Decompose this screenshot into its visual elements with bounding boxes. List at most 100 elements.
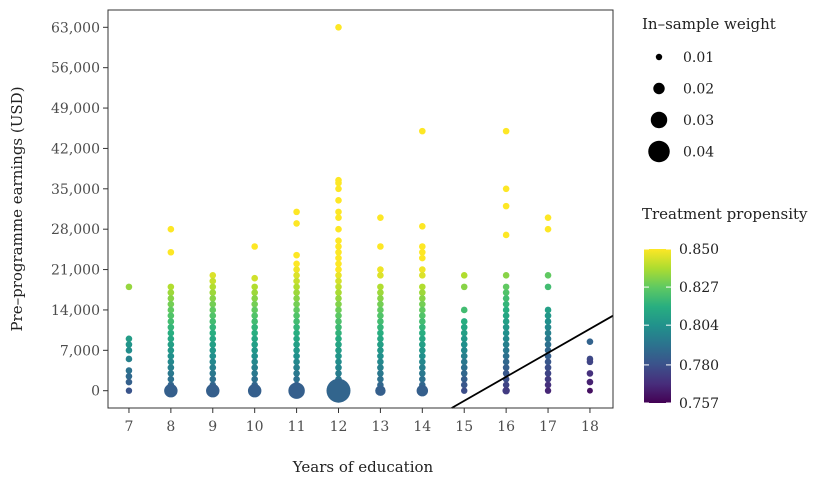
data-point (502, 335, 510, 343)
data-point (419, 370, 426, 377)
size-legend-key (648, 140, 670, 163)
data-point (502, 329, 510, 337)
data-point (209, 272, 217, 279)
data-point (502, 272, 510, 279)
data-point (377, 295, 384, 302)
size-legend-label: 0.04 (683, 145, 714, 161)
data-point (125, 367, 133, 374)
data-point (251, 274, 258, 282)
data-point (209, 306, 217, 314)
size-legend-label: 0.03 (683, 113, 714, 129)
data-point (502, 381, 510, 389)
data-point (502, 127, 510, 135)
data-point (377, 341, 384, 348)
data-point (544, 272, 552, 279)
data-point (461, 387, 468, 394)
data-point (293, 220, 300, 227)
y-tick-label: 14,000 (51, 303, 100, 319)
y-tick-label: 56,000 (51, 61, 100, 77)
data-point (419, 243, 426, 250)
data-point (167, 341, 175, 348)
data-point (544, 358, 552, 366)
x-tick-label: 7 (124, 419, 133, 435)
data-point (377, 329, 384, 337)
data-point (502, 347, 510, 354)
data-point (419, 306, 426, 314)
y-axis-title: Pre–programme earnings (USD) (8, 86, 26, 331)
data-point (335, 214, 342, 221)
data-point (419, 266, 426, 273)
data-point (419, 358, 426, 366)
data-point (335, 254, 342, 262)
data-point (293, 272, 300, 279)
data-point (125, 335, 133, 343)
data-point (335, 358, 342, 366)
size-legend: In–sample weight 0.01 0.02 0.03 0.04 (642, 15, 776, 163)
data-point (460, 381, 468, 389)
data-point (335, 295, 342, 302)
data-point (335, 272, 342, 279)
data-point (167, 295, 175, 302)
data-point (167, 312, 175, 320)
x-tick-label: 9 (208, 419, 217, 435)
data-point (377, 375, 384, 383)
data-point (209, 364, 217, 371)
data-point (335, 277, 342, 285)
data-point (335, 341, 342, 348)
data-point (419, 375, 426, 383)
data-point (335, 283, 342, 291)
data-point (544, 341, 552, 348)
data-point (460, 352, 468, 360)
data-point (209, 277, 217, 285)
data-point (419, 248, 426, 256)
y-tick-label: 0 (91, 384, 100, 400)
data-point (460, 272, 468, 279)
data-point (209, 375, 217, 383)
colorbar (644, 249, 671, 403)
data-point (209, 347, 217, 354)
colorbar-label: 0.827 (679, 280, 719, 296)
data-point (377, 243, 384, 250)
data-point (544, 329, 552, 337)
x-tick-label: 10 (246, 419, 264, 435)
data-point (419, 352, 426, 360)
data-point (125, 341, 133, 348)
size-legend-label: 0.01 (683, 50, 714, 66)
data-point (293, 370, 300, 377)
data-point (419, 223, 426, 230)
data-point (419, 289, 426, 296)
data-point (377, 364, 384, 371)
x-tick-label: 18 (581, 419, 599, 435)
data-point (335, 208, 342, 216)
data-point (209, 341, 217, 348)
data-point (209, 283, 217, 291)
data-point (209, 318, 217, 325)
data-point (377, 272, 384, 279)
x-tick-label: 16 (497, 419, 515, 435)
x-tick-label: 13 (371, 419, 389, 435)
data-point (419, 323, 426, 331)
data-point (460, 318, 468, 325)
data-point (251, 352, 258, 360)
reference-line (451, 314, 614, 409)
data-point (460, 347, 468, 354)
data-point (209, 289, 217, 296)
size-legend-key (655, 53, 663, 61)
data-point (460, 341, 468, 348)
data-point (293, 375, 300, 383)
data-point (251, 243, 258, 250)
data-point (544, 283, 552, 291)
data-point (251, 341, 258, 348)
data-point (167, 329, 175, 337)
data-point (586, 338, 594, 345)
data-point (251, 289, 258, 296)
data-point (335, 364, 342, 371)
data-point (293, 347, 300, 354)
data-point (335, 243, 342, 250)
data-point (419, 318, 426, 325)
data-point (206, 383, 220, 398)
x-tick-label: 17 (539, 419, 557, 435)
data-point (125, 347, 133, 354)
data-point (502, 352, 510, 360)
data-point (335, 312, 342, 320)
